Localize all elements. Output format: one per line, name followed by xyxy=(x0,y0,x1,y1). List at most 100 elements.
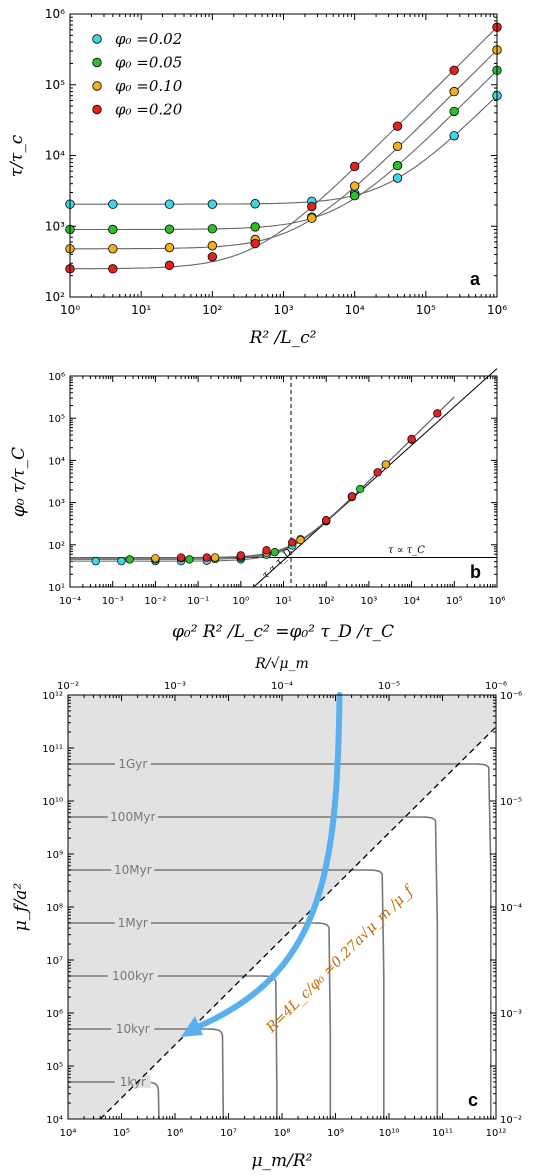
y-tick-label: 10⁸ xyxy=(46,903,63,914)
data-point xyxy=(108,244,118,254)
x-tick-label: 10⁸ xyxy=(274,1128,291,1139)
top-x-tick-label: 10⁻⁶ xyxy=(485,681,507,692)
panel-c-xlabel: μ_m/R² xyxy=(251,1151,312,1171)
data-point xyxy=(307,213,317,223)
y-tick-label: 10² xyxy=(45,290,65,304)
fit-curve xyxy=(70,396,455,559)
fit-curve xyxy=(70,396,455,560)
x-tick-label: 10⁴ xyxy=(403,596,420,607)
contour-label: 1kyr xyxy=(120,1075,146,1089)
data-point xyxy=(449,106,459,117)
x-tick-label: 10¹² xyxy=(486,1128,507,1139)
x-tick-label: 10⁰ xyxy=(232,596,249,607)
y-tick-label: 10⁴ xyxy=(46,1115,63,1126)
data-point xyxy=(164,224,175,234)
y-tick-label: 10⁷ xyxy=(46,956,63,967)
panel-a-legend: φ₀ =0.02 φ₀ =0.05 φ₀ =0.10 φ₀ =0.20 xyxy=(92,30,183,119)
x-tick-label: 10⁵ xyxy=(113,1128,130,1139)
data-point xyxy=(108,224,118,235)
y-tick-label: 10⁹ xyxy=(46,850,63,861)
right-y-tick-label: 10⁻⁴ xyxy=(500,903,522,914)
panel-b-ylabel: φ₀ τ/τ_C xyxy=(9,447,29,517)
x-tick-label: 10³ xyxy=(273,303,293,317)
x-tick-label: 10⁻⁴ xyxy=(59,596,81,607)
y-tick-label: 10⁶ xyxy=(45,7,65,21)
panel-c-diagonal-line xyxy=(99,726,497,1120)
x-tick-label: 10⁵ xyxy=(446,596,463,607)
panel-b-frame xyxy=(69,375,498,588)
y-tick-label: 10² xyxy=(48,541,65,552)
legend-entry: φ₀ =0.10 xyxy=(115,77,183,95)
y-tick-label: 10⁴ xyxy=(45,149,65,163)
x-tick-label: 10⁻² xyxy=(144,596,166,607)
data-point xyxy=(307,201,317,212)
data-point xyxy=(250,222,260,232)
data-point xyxy=(207,252,218,262)
panel-c-gridmarks: 10⁴ 10⁵ 10⁶ 10⁷ 10⁸ 10⁹ 10¹⁰ 10¹¹ 10¹² 10⁴ 10⁵ 10⁶ 1… xyxy=(42,681,522,1139)
y-tick-label: 10⁶ xyxy=(48,372,65,383)
contour-label-bg xyxy=(111,862,155,876)
x-tick-label: 10¹⁰ xyxy=(379,1128,400,1139)
panel-c-label: c xyxy=(468,1090,478,1110)
y-tick-label: 10⁵ xyxy=(46,1062,63,1073)
data-point xyxy=(91,556,100,566)
contour-label: 1Myr xyxy=(118,916,148,930)
y-tick-label: 10¹¹ xyxy=(42,744,63,755)
data-point xyxy=(125,555,134,564)
top-x-tick-label: 10⁻⁵ xyxy=(378,681,400,692)
legend-marker xyxy=(92,57,102,68)
data-point xyxy=(207,241,218,251)
contour-label-bg xyxy=(107,809,158,823)
data-point xyxy=(210,553,220,562)
x-tick-label: 10⁴ xyxy=(345,303,365,317)
panel-b-xlabel: φ₀² R² /L_c² =φ₀² τ_D /τ_C xyxy=(172,622,394,642)
panel-b-lines xyxy=(70,368,498,588)
data-point xyxy=(207,199,218,209)
x-tick-label: 10³ xyxy=(361,596,378,607)
y-tick-label: 10⁵ xyxy=(45,78,65,92)
panel-c-top-xlabel: R/√μ_m xyxy=(254,656,309,672)
contour-label-bg xyxy=(111,1021,155,1035)
contour-label: 100Myr xyxy=(110,810,155,824)
y-tick-label: 10¹ xyxy=(48,583,65,594)
x-tick-label: 10¹ xyxy=(275,596,292,607)
x-tick-label: 10² xyxy=(318,596,335,607)
panel-a-curves xyxy=(70,26,498,270)
x-tick-label: 10¹ xyxy=(131,303,151,317)
fit-curve xyxy=(70,95,498,205)
x-tick-label: 10⁷ xyxy=(220,1128,237,1139)
data-point xyxy=(407,434,416,444)
legend-entry: φ₀ =0.20 xyxy=(115,101,183,119)
data-point xyxy=(392,121,403,131)
y-tick-label: 10⁴ xyxy=(48,456,65,467)
data-point xyxy=(349,181,360,191)
right-y-tick-label: 10⁻⁶ xyxy=(500,691,522,702)
data-point xyxy=(392,173,403,183)
x-tick-label: 10⁻¹ xyxy=(187,596,209,607)
fit-curve xyxy=(70,396,455,558)
data-point xyxy=(392,160,403,171)
time-contour xyxy=(68,922,332,1119)
data-point xyxy=(449,131,459,141)
data-point xyxy=(288,538,297,547)
data-point xyxy=(207,224,218,234)
data-point xyxy=(373,468,382,477)
contour-label: 1Gyr xyxy=(118,757,147,771)
panel-a: 10⁰ 10¹ 10² 10³ 10⁴ 10⁵ 10⁶ 10² 10³ 10⁴ 10⁵ 10⁶ φ₀ … xyxy=(7,7,507,348)
top-x-tick-label: 10⁻³ xyxy=(164,681,186,692)
data-point xyxy=(108,199,118,209)
data-point xyxy=(164,260,175,271)
data-point xyxy=(296,535,305,545)
data-point xyxy=(449,86,459,97)
panel-c-frame xyxy=(67,694,497,1120)
y-tick-label: 10¹² xyxy=(42,691,63,702)
panel-b: 10⁻⁴ 10⁻³ 10⁻² 10⁻¹ 10⁰ 10¹ 10² 10³ 10⁴ 10⁵ 10⁶ 10¹… xyxy=(9,368,506,642)
x-tick-label: 10⁶ xyxy=(489,596,506,607)
fit-curve xyxy=(70,49,498,250)
panel-b-label: b xyxy=(470,562,481,582)
diffusive-line xyxy=(253,368,498,588)
data-point xyxy=(381,460,391,469)
data-point xyxy=(202,553,211,562)
data-point xyxy=(349,161,360,172)
data-point xyxy=(392,141,403,151)
